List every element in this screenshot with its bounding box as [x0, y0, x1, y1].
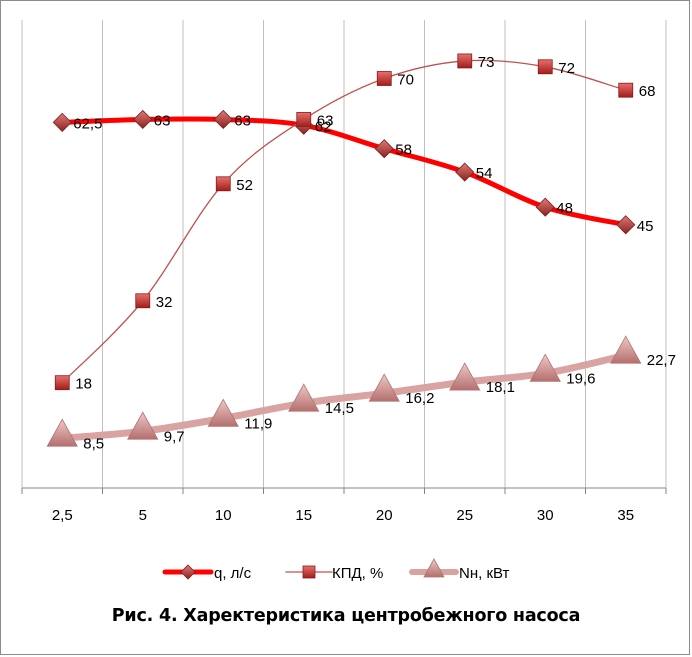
marker-kpd: [457, 53, 473, 69]
data-label-nn: 19,6: [566, 370, 595, 387]
marker-kpd: [215, 176, 231, 192]
data-label-q: 63: [234, 112, 251, 129]
data-label-q: 48: [556, 200, 573, 217]
marker-q: [213, 109, 233, 130]
data-labels: 8,5 9,711,914,516,218,119,622,762,5 63 63 62…: [73, 54, 676, 452]
data-label-nn: 11,9: [244, 415, 272, 432]
data-label-nn: 8,5: [83, 435, 104, 452]
data-label-kpd: 32: [156, 294, 173, 311]
data-label-kpd: 68: [639, 83, 656, 100]
data-label-nn: 16,2: [405, 390, 434, 407]
marker-nn: [127, 411, 159, 440]
legend-marker-kpd: [302, 565, 316, 579]
marker-nn: [610, 335, 642, 364]
legend-marker-nn: [423, 558, 445, 578]
marker-q: [455, 162, 475, 182]
marker-kpd: [376, 71, 392, 86]
x-tick-label: 20: [376, 507, 393, 524]
marker-nn: [529, 353, 561, 382]
data-label-nn: 18,1: [486, 379, 515, 396]
x-tick-label: 35: [617, 507, 634, 524]
marker-nn: [288, 383, 320, 412]
data-label-q: 63: [154, 112, 171, 129]
marker-q: [616, 215, 636, 235]
legend-label-kpd: КПД, %: [332, 565, 383, 582]
marker-kpd: [135, 293, 151, 309]
data-label-q: 45: [637, 218, 654, 235]
x-tick-label: 25: [456, 507, 473, 524]
x-tick-label: 30: [537, 507, 554, 524]
data-label-q: 62: [315, 118, 332, 135]
marker-q: [535, 197, 555, 217]
marker-q: [374, 139, 394, 159]
data-label-kpd: 72: [558, 60, 575, 77]
data-label-kpd: 18: [75, 376, 92, 393]
marker-nn: [368, 373, 400, 402]
legend-label-q: q, л/с: [214, 565, 252, 582]
x-tick-label: 10: [215, 507, 232, 524]
legend: q, л/с КПД, % Nн, кВт: [162, 558, 510, 582]
x-tick-label: 15: [295, 507, 312, 524]
data-label-kpd: 70: [397, 72, 414, 89]
data-label-nn: 14,5: [325, 400, 354, 417]
marker-q: [133, 109, 153, 130]
marker-kpd: [537, 59, 553, 75]
data-label-q: 62,5: [73, 115, 102, 132]
series-layer: [46, 53, 642, 447]
marker-kpd: [296, 112, 312, 127]
x-tick-label: 2,5: [52, 507, 73, 524]
data-label-kpd: 63: [317, 112, 334, 129]
legend-marker-q: [180, 564, 196, 580]
data-label-nn: 22,7: [647, 352, 676, 369]
marker-kpd: [54, 375, 70, 391]
figure-caption: Рис. 4. Харектеристика центробежного нас…: [111, 606, 581, 626]
gridlines: [21, 20, 667, 488]
marker-nn: [46, 418, 78, 447]
legend-label-nn: Nн, кВт: [459, 565, 510, 582]
x-axis: 2,5 5 10 15 20 25 30 35: [21, 487, 667, 524]
data-label-kpd: 52: [236, 177, 253, 194]
marker-kpd: [618, 82, 634, 98]
marker-q: [52, 112, 72, 132]
data-label-q: 54: [476, 165, 493, 182]
data-label-nn: 9,7: [164, 428, 185, 445]
marker-nn: [449, 362, 481, 391]
data-label-kpd: 73: [478, 54, 495, 71]
marker-nn: [207, 398, 239, 427]
data-label-q: 58: [395, 142, 412, 159]
x-tick-label: 5: [139, 507, 147, 524]
